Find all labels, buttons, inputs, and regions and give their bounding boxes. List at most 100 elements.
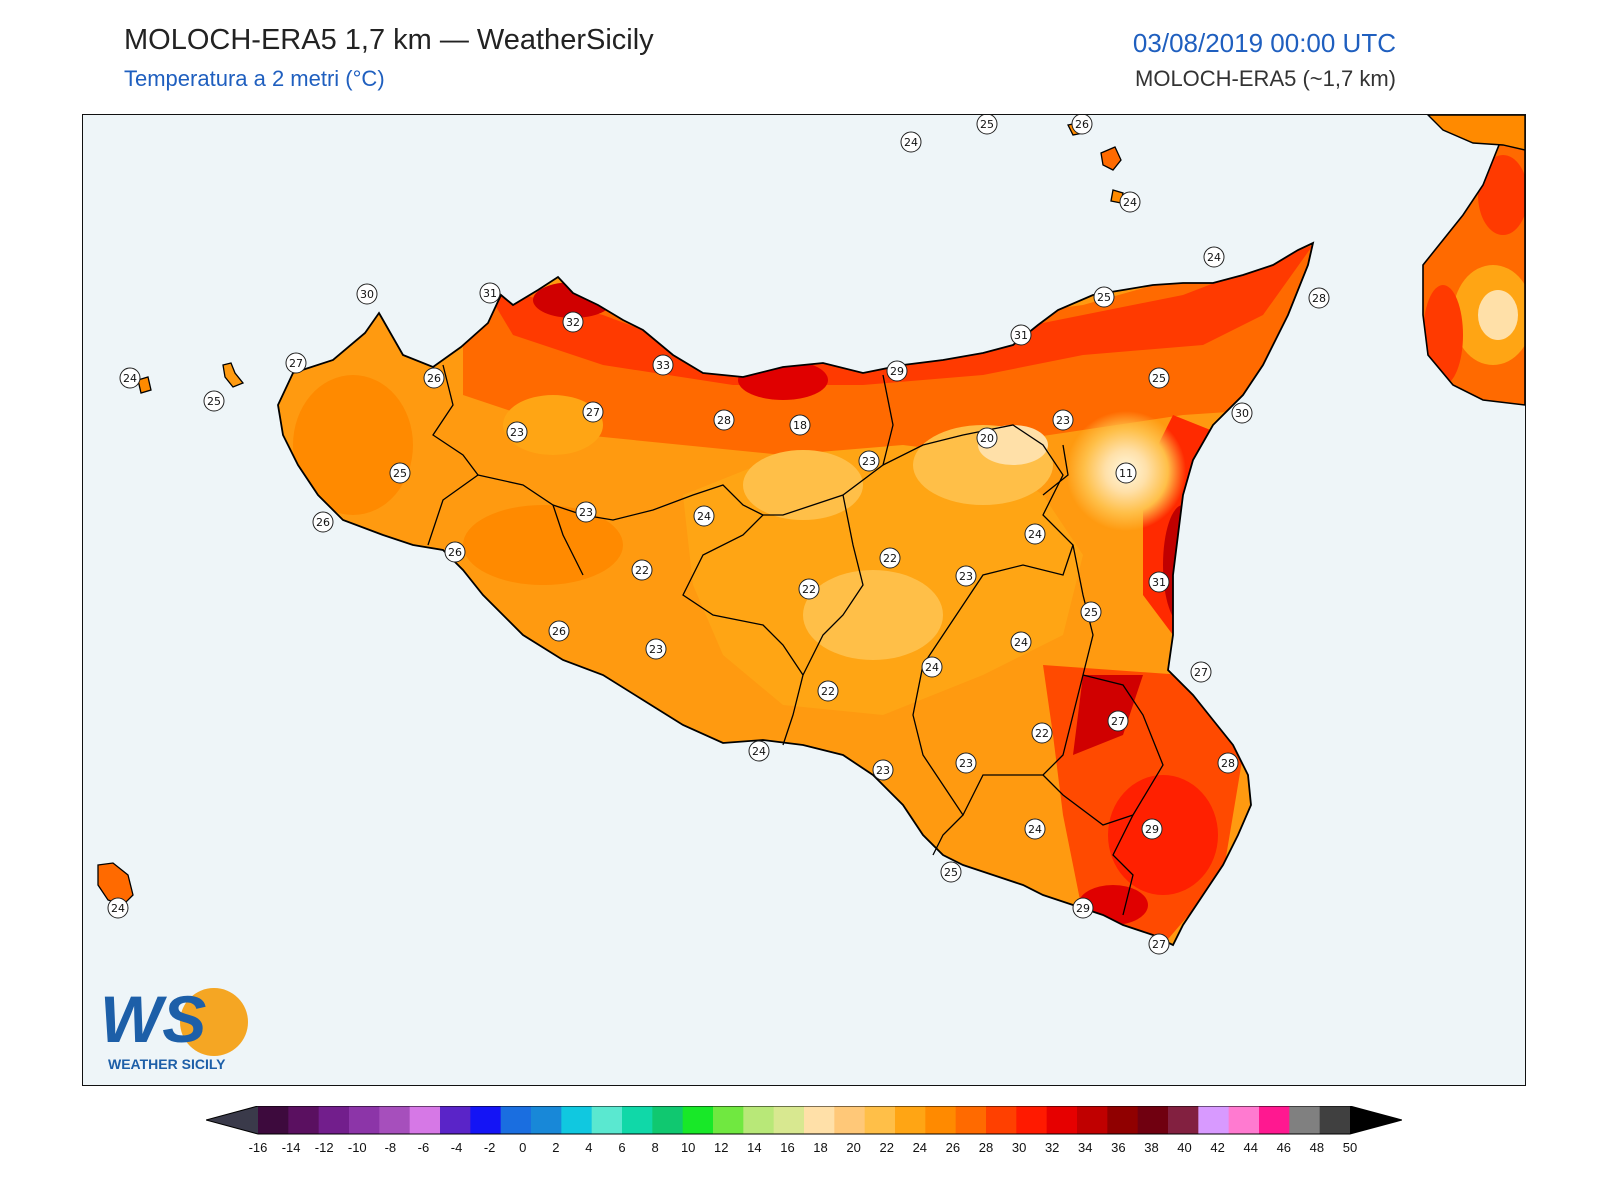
station-temperature: 24	[1028, 823, 1042, 836]
colorbar-segment	[440, 1106, 471, 1134]
station-temperature: 24	[697, 510, 711, 523]
station-temperature: 25	[1152, 372, 1166, 385]
colorbar-segment	[561, 1106, 593, 1134]
station-temperature: 30	[360, 288, 374, 301]
map-title: MOLOCH-ERA5 1,7 km — WeatherSicily	[124, 24, 654, 56]
station-temperature: 26	[552, 625, 566, 638]
station-temperature: 24	[904, 136, 918, 149]
colorbar-tick-label: 36	[1111, 1140, 1125, 1155]
station-temperature: 23	[959, 757, 973, 770]
station-temperature: 23	[510, 426, 524, 439]
colorbar-segment	[1289, 1106, 1321, 1134]
forecast-datetime: 03/08/2019 00:00 UTC	[1132, 28, 1396, 58]
station-marker: 23	[858, 450, 880, 472]
station-temperature: 24	[752, 745, 766, 758]
colorbar-segment	[531, 1106, 562, 1134]
colorbar-tick-label: 12	[714, 1140, 728, 1155]
station-marker: 22	[879, 547, 901, 569]
temperature-colorbar: -16 -14 -12 -10 -8 -6 -4 -2 0 2 4 6 8 10 12 14 16 18 20 22 2…	[206, 1106, 1402, 1155]
colorbar-tick-label: 44	[1243, 1140, 1257, 1155]
colorbar-segment	[1198, 1106, 1230, 1134]
station-temperature: 25	[944, 866, 958, 879]
station-marker: 31	[1148, 571, 1170, 593]
station-marker: 28	[713, 409, 735, 431]
map-subtitle: Temperatura a 2 metri (°C)	[124, 66, 385, 91]
station-temperature: 26	[448, 546, 462, 559]
station-marker: 27	[582, 401, 604, 423]
station-marker: 23	[645, 638, 667, 660]
station-marker: 28	[1308, 287, 1330, 309]
colorbar-tick-label: 4	[585, 1140, 592, 1155]
station-marker: 26	[423, 367, 445, 389]
colorbar-tick-label: 8	[651, 1140, 658, 1155]
colorbar-tick-label: -4	[451, 1140, 463, 1155]
station-marker: 18	[789, 414, 811, 436]
station-marker: 22	[631, 559, 653, 581]
colorbar-segment	[1046, 1106, 1078, 1134]
station-temperature: 26	[427, 372, 441, 385]
colorbar-segment	[1259, 1106, 1290, 1134]
station-temperature: 31	[1152, 576, 1166, 589]
station-marker: 24	[1024, 523, 1046, 545]
station-marker: 24	[921, 656, 943, 678]
station-temperature: 22	[802, 583, 816, 596]
station-marker: 23	[1052, 409, 1074, 431]
station-marker: 25	[203, 390, 225, 412]
station-temperature: 27	[1152, 938, 1166, 951]
station-temperature: 24	[1123, 196, 1137, 209]
sicily-coastline	[277, 241, 1315, 947]
station-marker: 25	[976, 115, 998, 135]
colorbar-segment	[955, 1106, 987, 1134]
station-temperature: 23	[1056, 414, 1070, 427]
station-marker: 24	[119, 367, 141, 389]
colorbar-segment	[1016, 1106, 1048, 1134]
station-marker: 24	[1024, 818, 1046, 840]
colorbar-segment	[1137, 1106, 1169, 1134]
station-marker: 30	[1231, 402, 1253, 424]
colorbar-tick-label: 28	[979, 1140, 993, 1155]
station-marker: 27	[1190, 661, 1212, 683]
colorbar-tick-label: -16	[249, 1140, 268, 1155]
station-marker: 27	[1107, 710, 1129, 732]
station-marker: 26	[548, 620, 570, 642]
colorbar-tick-label: 6	[618, 1140, 625, 1155]
station-marker: 26	[312, 511, 334, 533]
station-marker: 24	[748, 740, 770, 762]
station-marker: 24	[1010, 631, 1032, 653]
station-marker: 23	[955, 565, 977, 587]
colorbar-tick-label: -12	[315, 1140, 334, 1155]
colorbar-segment	[925, 1106, 957, 1134]
station-temperature: 29	[1145, 823, 1159, 836]
station-marker: 22	[1031, 722, 1053, 744]
islands	[97, 122, 1124, 906]
colorbar-tick-label: 40	[1177, 1140, 1191, 1155]
model-label: MOLOCH-ERA5 (~1,7 km)	[1135, 66, 1396, 91]
station-temperature: 25	[980, 118, 994, 131]
station-temperature: 30	[1235, 407, 1249, 420]
colorbar-tick-label: 20	[846, 1140, 860, 1155]
station-temperature: 24	[111, 902, 125, 915]
colorbar-tick-label: 32	[1045, 1140, 1059, 1155]
station-temperature: 29	[890, 365, 904, 378]
colorbar-tick-label: -14	[282, 1140, 301, 1155]
colorbar-tick-label: -2	[484, 1140, 496, 1155]
station-temperature: 26	[1075, 118, 1089, 131]
station-temperature: 22	[883, 552, 897, 565]
station-marker: 24	[1203, 246, 1225, 268]
colorbar-tick-label: 42	[1210, 1140, 1224, 1155]
station-marker: 25	[1093, 286, 1115, 308]
colorbar-segment	[1228, 1106, 1260, 1134]
station-marker: 27	[1148, 933, 1170, 955]
colorbar-segment	[652, 1106, 684, 1134]
colorbar-segment	[773, 1106, 805, 1134]
colorbar-segment	[258, 1106, 289, 1134]
station-temperature: 22	[821, 685, 835, 698]
station-marker: 24	[693, 505, 715, 527]
station-temperature: 28	[717, 414, 731, 427]
colorbar-tick-label: 16	[780, 1140, 794, 1155]
station-marker: 31	[479, 282, 501, 304]
station-marker: 24	[900, 131, 922, 153]
colorbar-segment	[1168, 1106, 1199, 1134]
station-temperature: 20	[980, 432, 994, 445]
station-temperature: 24	[1014, 636, 1028, 649]
